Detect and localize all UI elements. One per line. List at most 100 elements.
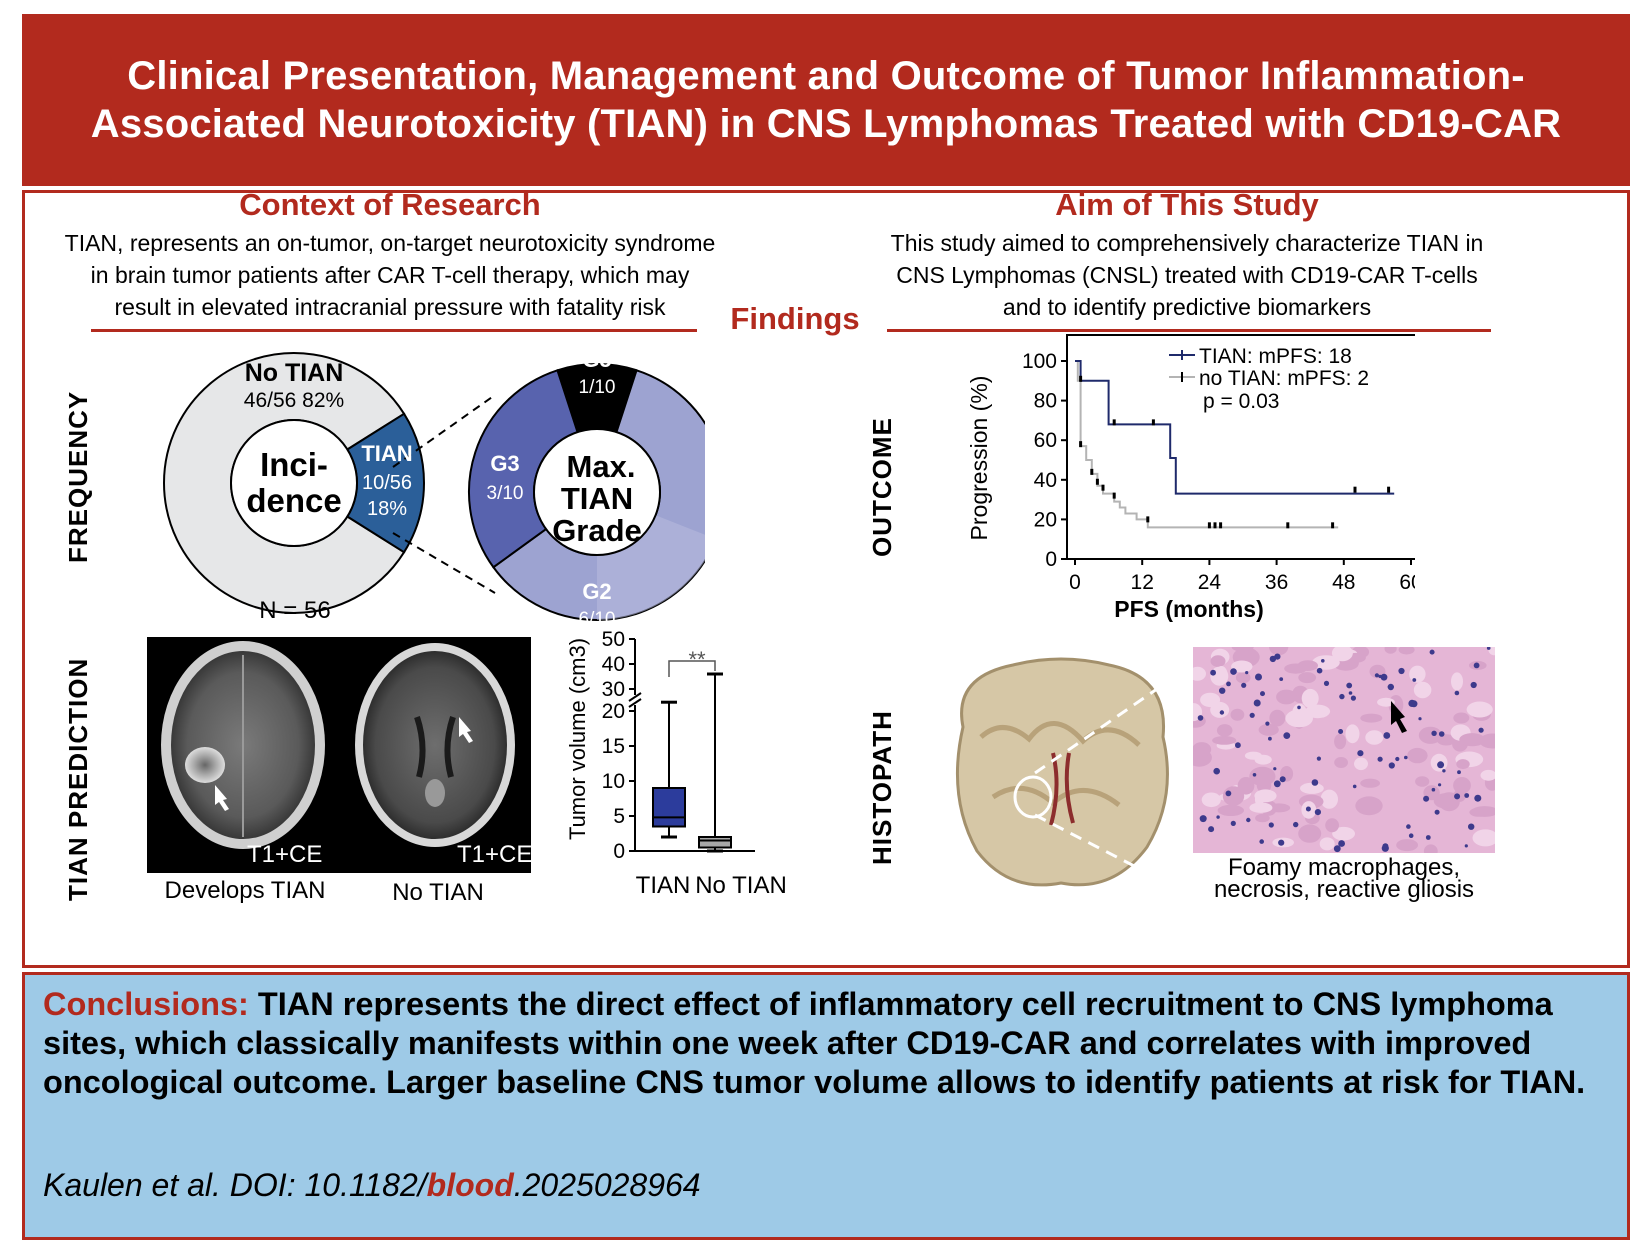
histo-cell	[1300, 782, 1324, 794]
histo-nucleus	[1438, 731, 1445, 737]
histo-cell	[1396, 839, 1418, 852]
label-outcome: OUTCOME	[867, 417, 897, 557]
histo-nucleus	[1454, 690, 1460, 696]
g2-label: G2	[582, 579, 611, 604]
km-xtick-label: 48	[1332, 571, 1355, 594]
histo-cell	[1433, 793, 1457, 809]
connector-line-top	[392, 394, 496, 468]
histo-nucleus	[1406, 824, 1411, 829]
histo-nucleus	[1387, 683, 1394, 691]
histo-cell	[1200, 692, 1221, 708]
histo-nucleus	[1404, 755, 1408, 760]
histo-nucleus	[1311, 779, 1319, 786]
legend-tian: TIAN: mPFS: 18	[1199, 345, 1352, 368]
histo-nucleus	[1245, 671, 1249, 675]
histo-nucleus	[1197, 715, 1204, 721]
histo-cell	[1201, 792, 1221, 808]
g5-value: 1/10	[579, 377, 616, 398]
main-panel: Context of Research TIAN, represents an …	[22, 190, 1630, 968]
histo-nucleus	[1339, 693, 1345, 700]
histo-cell	[1305, 704, 1331, 719]
box-ytick-label: 20	[602, 700, 625, 723]
histo-cell	[1298, 824, 1322, 843]
histo-nucleus	[1457, 770, 1461, 775]
histo-nucleus	[1442, 769, 1446, 773]
histo-nucleus	[1423, 795, 1430, 802]
mri-separator	[339, 637, 341, 873]
conclusions-text: Conclusions: TIAN represents the direct …	[43, 985, 1618, 1102]
histo-cell	[1360, 713, 1383, 723]
histo-nucleus	[1374, 673, 1379, 678]
aim-line: CNS Lymphomas (CNSL) treated with CD19-C…	[896, 262, 1478, 288]
histology-drawing	[1193, 647, 1495, 853]
histo-nucleus	[1418, 717, 1422, 721]
grade-donut	[468, 363, 705, 621]
histo-nucleus	[1216, 815, 1220, 819]
histo-nucleus	[1346, 682, 1353, 689]
histo-nucleus	[1380, 673, 1388, 681]
label-prediction: TIAN PREDICTION	[63, 657, 93, 901]
histo-nucleus	[1468, 823, 1475, 830]
g3-label: G3	[490, 451, 519, 476]
km-ytick-label: 0	[1045, 548, 1057, 571]
histo-nucleus	[1279, 677, 1284, 681]
histo-cell	[1466, 701, 1493, 718]
histo-nucleus	[1255, 673, 1262, 681]
histo-nucleus	[1230, 668, 1237, 675]
histo-cell	[1384, 647, 1397, 654]
histo-nucleus	[1230, 820, 1236, 826]
km-curves	[1075, 360, 1395, 529]
findings-rule-left	[91, 329, 697, 332]
histo-cell	[1230, 708, 1245, 721]
box-ytick-label: 40	[602, 653, 625, 676]
citation: Kaulen et al. DOI: 10.1182/blood.2025028…	[43, 1167, 701, 1204]
box-tian	[652, 787, 686, 828]
histo-cell	[1249, 766, 1276, 787]
histo-cell	[1472, 829, 1495, 847]
right-vessel	[425, 779, 445, 807]
aim-line: and to identify predictive biomarkers	[1002, 294, 1372, 320]
histo-nucleus	[1395, 756, 1400, 762]
histo-cell	[1269, 709, 1286, 727]
no-tian-value: 46/56 82%	[244, 389, 344, 412]
grade-center-line2: TIAN	[561, 481, 633, 516]
histo-nucleus	[1259, 839, 1264, 844]
p-value: p = 0.03	[1203, 390, 1279, 413]
tian-label: TIAN	[361, 441, 412, 466]
histo-nucleus	[1382, 843, 1389, 850]
brain-section-drawing	[933, 647, 1189, 903]
histo-nucleus	[1314, 809, 1321, 816]
histo-cell	[1453, 712, 1470, 724]
incidence-center-line2: dence	[246, 482, 341, 519]
box-ytick-label: 10	[602, 770, 625, 793]
histo-nucleus	[1348, 691, 1353, 695]
histo-cell	[1407, 747, 1428, 764]
incidence-center-line1: Inci-	[260, 446, 328, 483]
histo-nucleus	[1377, 756, 1383, 762]
histo-nucleus	[1265, 721, 1270, 726]
histo-cell	[1254, 789, 1277, 803]
n-label: N = 56	[259, 597, 331, 624]
zoom-lines	[1034, 647, 1215, 889]
histo-nucleus	[1350, 695, 1356, 701]
histo-nucleus	[1357, 750, 1364, 757]
context-line: in brain tumor patients after CAR T-cell…	[90, 262, 690, 288]
box-no-tian	[698, 836, 732, 849]
histo-cell	[1423, 844, 1438, 853]
histo-nucleus	[1388, 762, 1395, 769]
histo-nucleus	[1260, 691, 1265, 697]
histo-cell	[1298, 672, 1317, 684]
pie-slice-g2-shade	[597, 515, 705, 620]
histo-cell	[1217, 804, 1244, 816]
context-title: Context of Research	[239, 190, 541, 222]
g3-value: 3/10	[487, 483, 524, 504]
label-histopath: HISTOPATH	[867, 710, 897, 865]
histo-cell	[1276, 689, 1297, 705]
histo-cell	[1231, 660, 1253, 673]
citation-journal: blood	[426, 1167, 514, 1203]
tian-pct: 18%	[367, 498, 407, 520]
histo-cell	[1210, 655, 1226, 667]
histo-nucleus	[1293, 821, 1299, 828]
histo-cell	[1216, 724, 1233, 737]
conclusions-lead: Conclusions:	[43, 986, 249, 1022]
